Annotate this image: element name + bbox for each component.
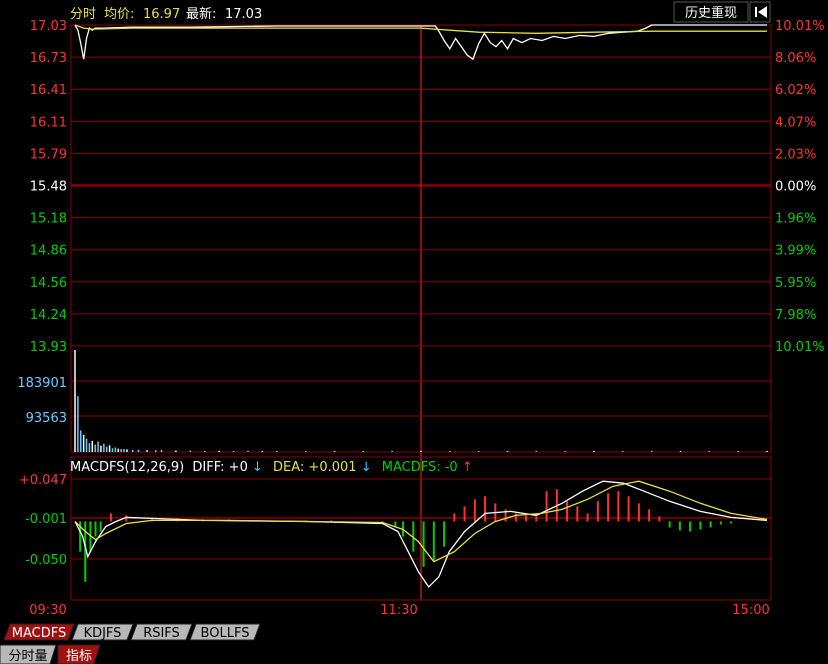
percent-tick: 3.99%	[775, 244, 816, 259]
price-tick: 14.56	[30, 276, 67, 291]
macd-bars	[79, 489, 733, 582]
bottom-tab-1[interactable]: 指标	[57, 644, 101, 664]
percent-tick: 8.06%	[775, 51, 816, 66]
macd-axis-ticks: +0.047 -0.001 -0.050	[19, 473, 67, 568]
price-grid	[70, 24, 772, 600]
percent-tick: 5.95%	[775, 276, 816, 291]
bottom-tab-shape	[0, 644, 57, 664]
price-tick: 15.18	[30, 212, 67, 227]
macd-title: MACDFS(12,26,9)	[70, 460, 184, 475]
tab-label: RSIFS	[143, 626, 180, 641]
percent-tick: 10.01%	[775, 340, 825, 355]
macd-grid	[70, 456, 772, 601]
avg-label: 均价:	[104, 7, 134, 22]
header-bar: 分时 均价: 16.97 最新: 17.03	[70, 6, 262, 22]
percent-tick: 1.96%	[775, 212, 816, 227]
macd-arrow: ↑	[462, 460, 473, 475]
price-tick: 16.73	[30, 51, 67, 66]
bottom-tab-shape	[57, 644, 101, 664]
tab-shape	[3, 623, 75, 641]
mode-label: 分时	[70, 7, 96, 22]
bottom-tab-label: 指标	[66, 649, 92, 664]
percent-tick: 4.07%	[775, 115, 816, 130]
bottom-tab-0[interactable]: 分时量	[0, 644, 57, 664]
tab-shape	[130, 623, 193, 641]
macd-tick: -0.050	[25, 553, 67, 568]
latest-label: 最新:	[186, 6, 216, 22]
price-tick: 15.48	[30, 180, 67, 195]
price-lines	[74, 24, 767, 61]
tab-label: MACDFS	[12, 626, 66, 641]
price-tick: 16.11	[30, 115, 67, 130]
volume-tick: 93563	[26, 411, 67, 426]
time-axis-ticks: 09:30 11:30 15:00	[29, 603, 769, 618]
latest-value: 17.03	[225, 7, 262, 22]
macd-lines	[74, 480, 768, 588]
tab-macdfs[interactable]: MACDFS	[3, 623, 75, 641]
macd-frame	[70, 456, 772, 601]
time-tick: 09:30	[29, 603, 66, 618]
history-replay-label: 历史重现	[685, 5, 737, 21]
avg-value: 16.97	[143, 7, 180, 22]
percent-tick: 7.98%	[775, 308, 816, 323]
percent-tick: 0.00%	[775, 180, 816, 195]
average-line	[74, 24, 767, 34]
time-tick: 15:00	[732, 603, 769, 618]
macd-label: MACDFS: -0	[382, 460, 458, 475]
price-tick: 16.41	[30, 83, 67, 98]
diff-label: DIFF: +0	[192, 460, 247, 475]
tab-rsifs[interactable]: RSIFS	[130, 623, 193, 641]
percent-tick: 2.03%	[775, 147, 816, 162]
tab-bollfs[interactable]: BOLLFS	[189, 623, 261, 641]
volume-tick: 183901	[17, 376, 67, 391]
volume-axis-ticks: 183901 93563	[17, 376, 67, 426]
bottom-tab-label: 分时量	[8, 649, 47, 664]
indicator-tab-row: MACDFS KDJFS RSIFS BOLLFS	[3, 623, 261, 641]
dea-line	[74, 480, 768, 563]
tab-shape	[189, 623, 261, 641]
macd-legend: MACDFS(12,26,9) DIFF: +0 ↓ DEA: +0.001 ↓…	[70, 460, 473, 475]
back-arrow-icon[interactable]	[749, 1, 771, 23]
tab-label: BOLLFS	[201, 626, 250, 641]
price-tick: 15.79	[30, 147, 67, 162]
diff-line	[74, 480, 768, 588]
macd-tick: +0.047	[19, 473, 67, 488]
tab-shape	[71, 623, 134, 641]
bottom-tab-row: 分时量 指标	[0, 644, 101, 664]
percent-tick: 10.01%	[775, 19, 825, 34]
price-tick: 13.93	[30, 340, 67, 355]
dea-label: DEA: +0.001	[273, 460, 357, 475]
history-replay-button[interactable]: 历史重现	[673, 1, 749, 23]
tab-label: KDJFS	[84, 626, 122, 641]
percent-tick: 6.02%	[775, 83, 816, 98]
volume-bars	[74, 350, 768, 452]
price-tick: 14.86	[30, 244, 67, 259]
price-axis-ticks: 17.03 16.73 16.41 16.11 15.79 15.48 15.18 14.86…	[30, 19, 67, 355]
dea-arrow: ↓	[361, 460, 372, 475]
percent-axis-ticks: 10.01% 8.06% 6.02% 4.07% 2.03% 0.00% 1.96% 3.99…	[775, 19, 825, 355]
macd-tick: -0.001	[25, 512, 67, 527]
time-tick: 11:30	[380, 603, 417, 618]
price-tick: 14.24	[30, 308, 67, 323]
diff-arrow: ↓	[252, 460, 263, 475]
tab-kdjfs[interactable]: KDJFS	[71, 623, 134, 641]
price-tick: 17.03	[30, 19, 67, 34]
